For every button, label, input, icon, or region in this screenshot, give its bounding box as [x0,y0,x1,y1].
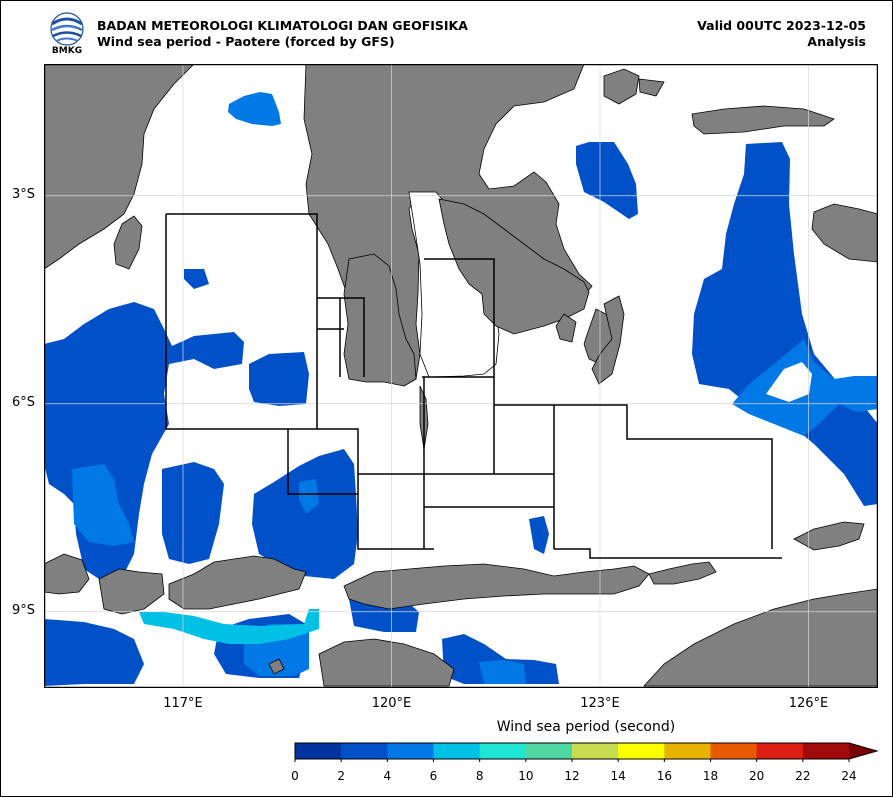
landmass-borneo [44,64,195,270]
landmass-savu [268,658,285,675]
colorbar-tick-label: 4 [383,769,392,783]
wind-sea-period-map [44,64,878,688]
landmass-sumbawa [168,555,307,610]
period-field-navy-west-2 [249,352,309,406]
landmass-buru [603,68,640,105]
colorbar-tick-label: 10 [518,769,534,783]
longitude-tick-label: 120°E [371,696,412,711]
bmkg-logo-icon [50,12,84,46]
landmass-flores [343,563,650,610]
chart-subtitle: Wind sea period - Paotere (forced by GFS… [97,34,395,49]
zone-boundary-line [317,297,365,377]
longitude-tick-label: 126°E [788,696,829,711]
landmass-papua [811,203,878,263]
latitude-tick-label: 3°S [12,186,36,202]
colorbar [294,742,879,762]
period-field-navy-se [442,634,559,684]
colorbar-segment [618,743,665,759]
colorbar-tick-label: 0 [291,769,299,783]
colorbar-title: Wind sea period (second) [496,719,676,735]
colorbar-segment [433,743,480,759]
colorbar-segment [802,743,850,759]
landmass-sula [638,78,665,97]
latitude-tick-label: 6°S [12,394,36,410]
colorbar-tick-label: 14 [610,769,626,783]
landmass-laut-island [113,215,143,270]
colorbar-tick-label: 8 [475,769,484,783]
colorbar-tick-label: 20 [749,769,765,783]
colorbar-segment [479,743,527,759]
colorbar-tick-label: 6 [429,769,438,783]
period-field-cyan-ss [139,609,319,644]
landmass-timor [643,588,878,687]
colorbar-segment [664,743,711,759]
colorbar-tick-label: 18 [702,769,719,783]
colorbar-segment [387,743,434,759]
logo-text: BMKG [51,46,83,56]
colorbar-segment [295,743,342,759]
period-field-blue-west [72,464,134,546]
landmass-sumbawa-west [98,568,165,615]
map-border [44,64,878,688]
colorbar-tick-label: 24 [841,769,857,783]
landmass-alor [648,561,717,585]
colorbar-tick-label: 2 [337,769,345,783]
valid-time: Valid 00UTC 2023-12-05 [697,18,866,33]
colorbar-tick-label: 22 [795,769,811,783]
org-title: BADAN METEOROLOGI KLIMATOLOGI DAN GEOFIS… [97,18,468,33]
colorbar-tick-label: 16 [656,769,672,783]
colorbar-segment [525,743,573,759]
period-field-navy-south-2 [529,516,549,554]
period-field-navy-sw [44,619,144,686]
landmass-lombok-bali [44,553,90,595]
colorbar-tick-label: 12 [564,769,580,783]
landmass-sulawesi-southwest-arm [343,253,417,387]
zone-boundaries [165,213,782,559]
period-field-navy-central-2 [252,449,358,579]
colorbar-outline [294,742,879,760]
period-field-blue-se [479,660,526,684]
period-field-navy-north [576,142,638,219]
zone-boundary-line [166,213,318,429]
period-field-navy-west-3 [184,269,209,289]
period-field-blue-north [228,92,281,126]
latitude-tick-label: 9°S [12,602,36,618]
period-field-navy-central [162,462,224,564]
zone-boundary-line [554,548,782,559]
zone-boundary-line [424,258,495,474]
colorbar-segment [572,743,619,759]
colorbar-segment [756,743,804,759]
colorbar-extend-arrow [849,743,877,759]
period-fields [44,92,878,686]
period-field-white-east [766,362,812,402]
colorbar-segment [710,743,757,759]
landmass-muna [555,313,577,343]
longitude-tick-label: 123°E [580,696,620,711]
landmass-kai [793,521,865,551]
period-field-blue-central [299,479,319,514]
map-graticule [44,64,878,688]
landmass-seram [691,105,835,135]
zone-boundary-line [165,214,434,550]
zone-boundary-line [494,404,773,549]
colorbar-segment [341,743,388,759]
land [44,64,878,687]
zone-boundary-line [287,429,358,495]
longitude-tick-label: 117°E [163,696,203,711]
analysis-label: Analysis [807,34,866,49]
landmass-sumba [318,638,455,687]
period-field-navy-east [692,142,878,506]
